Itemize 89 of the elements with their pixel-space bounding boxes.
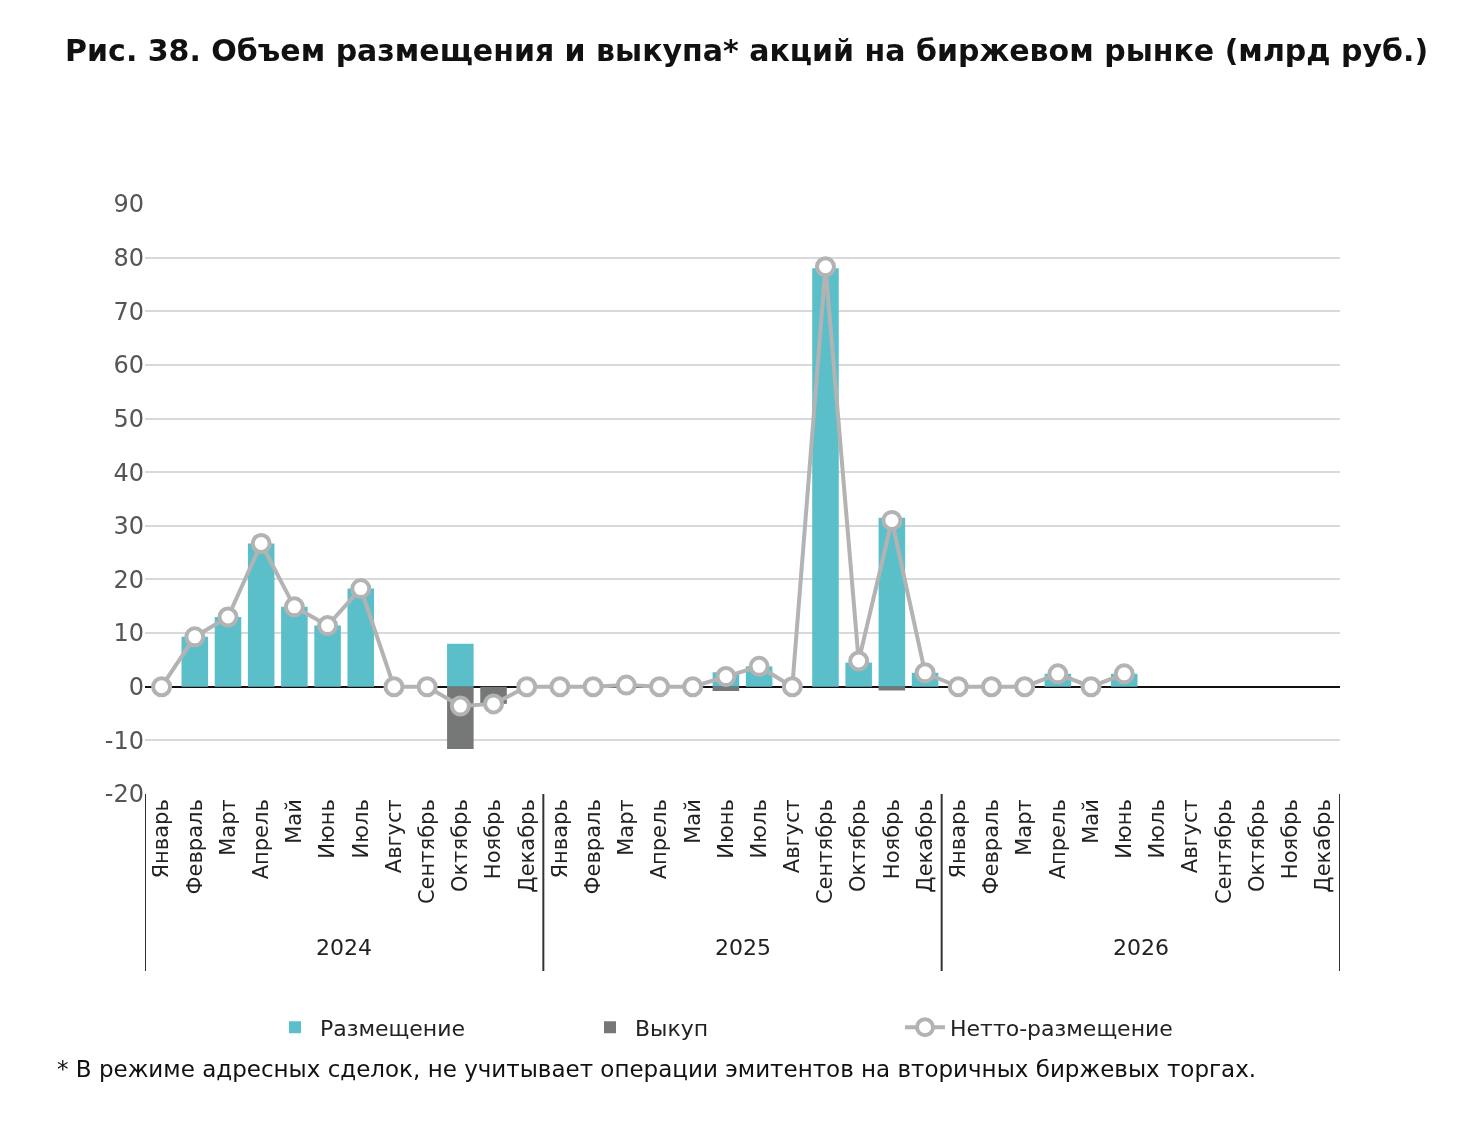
- x-tick-label: Май: [1078, 799, 1103, 844]
- x-tick-label: Август: [1178, 799, 1203, 874]
- y-tick-label: 30: [113, 512, 144, 541]
- point: [881, 509, 903, 531]
- point: [748, 655, 770, 677]
- x-tick-label: Май: [680, 799, 705, 844]
- text: 2026: [1113, 935, 1169, 960]
- y-tick-label: 70: [113, 297, 144, 326]
- text: 2025: [715, 935, 771, 960]
- x-tick-label: Июнь: [713, 799, 738, 859]
- x-tick-label: Декабрь: [1311, 799, 1336, 893]
- point: [283, 596, 305, 618]
- x-tick-label: Февраль: [979, 799, 1004, 895]
- x-tick-label: Октябрь: [1244, 799, 1269, 892]
- x-tick-label: Октябрь: [846, 799, 871, 892]
- point: [549, 676, 571, 698]
- x-tick-label: Январь: [547, 799, 572, 879]
- x-tick-label: Сентябрь: [414, 799, 439, 905]
- point: [383, 676, 405, 698]
- point: [848, 650, 870, 672]
- x-tick-label: Октябрь: [448, 799, 473, 892]
- x-tick-label: Сентябрь: [1211, 799, 1236, 905]
- point: [449, 695, 471, 717]
- point: [582, 676, 604, 698]
- point: [1080, 676, 1102, 698]
- point: [416, 676, 438, 698]
- x-tick-label: Март: [215, 799, 240, 856]
- y-tick-label: 50: [113, 404, 144, 433]
- y-tick-label: 0: [128, 673, 144, 702]
- x-tick-label: Июнь: [1112, 799, 1137, 859]
- point: [250, 533, 272, 555]
- x-tick-label: Январь: [149, 799, 174, 879]
- chart-title: Рис. 38. Объем размещения и выкупа* акций на биржевом рынке (млрд руб.): [65, 33, 1429, 69]
- text: 2024: [316, 935, 372, 960]
- x-tick-label: Ноябрь: [1278, 799, 1303, 880]
- x-tick-label: Ноябрь: [481, 799, 506, 880]
- point: [184, 626, 206, 648]
- point: [217, 606, 239, 628]
- x-tick-label: Июль: [348, 799, 373, 859]
- x-tick-label: Март: [614, 799, 639, 856]
- x-tick-label: Февраль: [182, 799, 207, 895]
- x-tick-label: Май: [282, 799, 307, 844]
- y-tick-label: 80: [113, 244, 144, 273]
- x-tick-label: Ноябрь: [879, 799, 904, 880]
- point: [1014, 676, 1036, 698]
- y-tick-label: -20: [104, 780, 144, 809]
- legend-label: Нетто-размещение: [950, 1015, 1173, 1041]
- point: [682, 676, 704, 698]
- point: [483, 693, 505, 715]
- x-tick-label: Февраль: [580, 799, 605, 895]
- y-tick-label: 10: [113, 619, 144, 648]
- y-tick-label: 90: [113, 190, 144, 219]
- y-tick-label: 40: [113, 458, 144, 487]
- point: [980, 676, 1002, 698]
- point: [947, 676, 969, 698]
- x-tick-label: Апрель: [1045, 799, 1070, 880]
- x-tick-label: Август: [780, 799, 805, 874]
- point: [815, 256, 836, 278]
- x-tick-label: Апрель: [249, 799, 274, 880]
- text: * В режиме адресных сделок, не учитывает операции эмитентов на вторичных биржевых торгах.: [57, 1056, 1257, 1082]
- point: [317, 615, 339, 637]
- x-tick-label: Апрель: [647, 799, 672, 880]
- point: [516, 676, 538, 698]
- x-tick-label: Июнь: [315, 799, 340, 859]
- x-tick-label: Декабрь: [514, 799, 539, 893]
- y-tick-label: 60: [113, 351, 144, 380]
- point: [715, 666, 737, 688]
- point: [350, 578, 372, 600]
- y-tick-label: -10: [104, 726, 144, 755]
- point: [1113, 663, 1135, 685]
- x-tick-label: Июль: [1145, 799, 1170, 859]
- x-tick-label: Июль: [746, 799, 771, 859]
- bar: [281, 606, 308, 687]
- point: [1047, 663, 1069, 685]
- point: [615, 674, 637, 696]
- x-tick-label: Март: [1012, 799, 1037, 856]
- point: [914, 662, 936, 684]
- x-tick-label: Сентябрь: [813, 799, 838, 905]
- x-tick-label: Январь: [946, 799, 971, 879]
- point: [151, 676, 173, 698]
- point: [649, 676, 671, 698]
- bar: [712, 686, 740, 692]
- legend-label: Размещение: [320, 1015, 466, 1041]
- legend-label: Выкуп: [635, 1015, 709, 1041]
- x-tick-label: Декабрь: [912, 799, 937, 893]
- y-tick-label: 20: [113, 565, 144, 594]
- x-tick-label: Август: [381, 799, 406, 874]
- point: [781, 676, 803, 698]
- bar: [447, 643, 474, 687]
